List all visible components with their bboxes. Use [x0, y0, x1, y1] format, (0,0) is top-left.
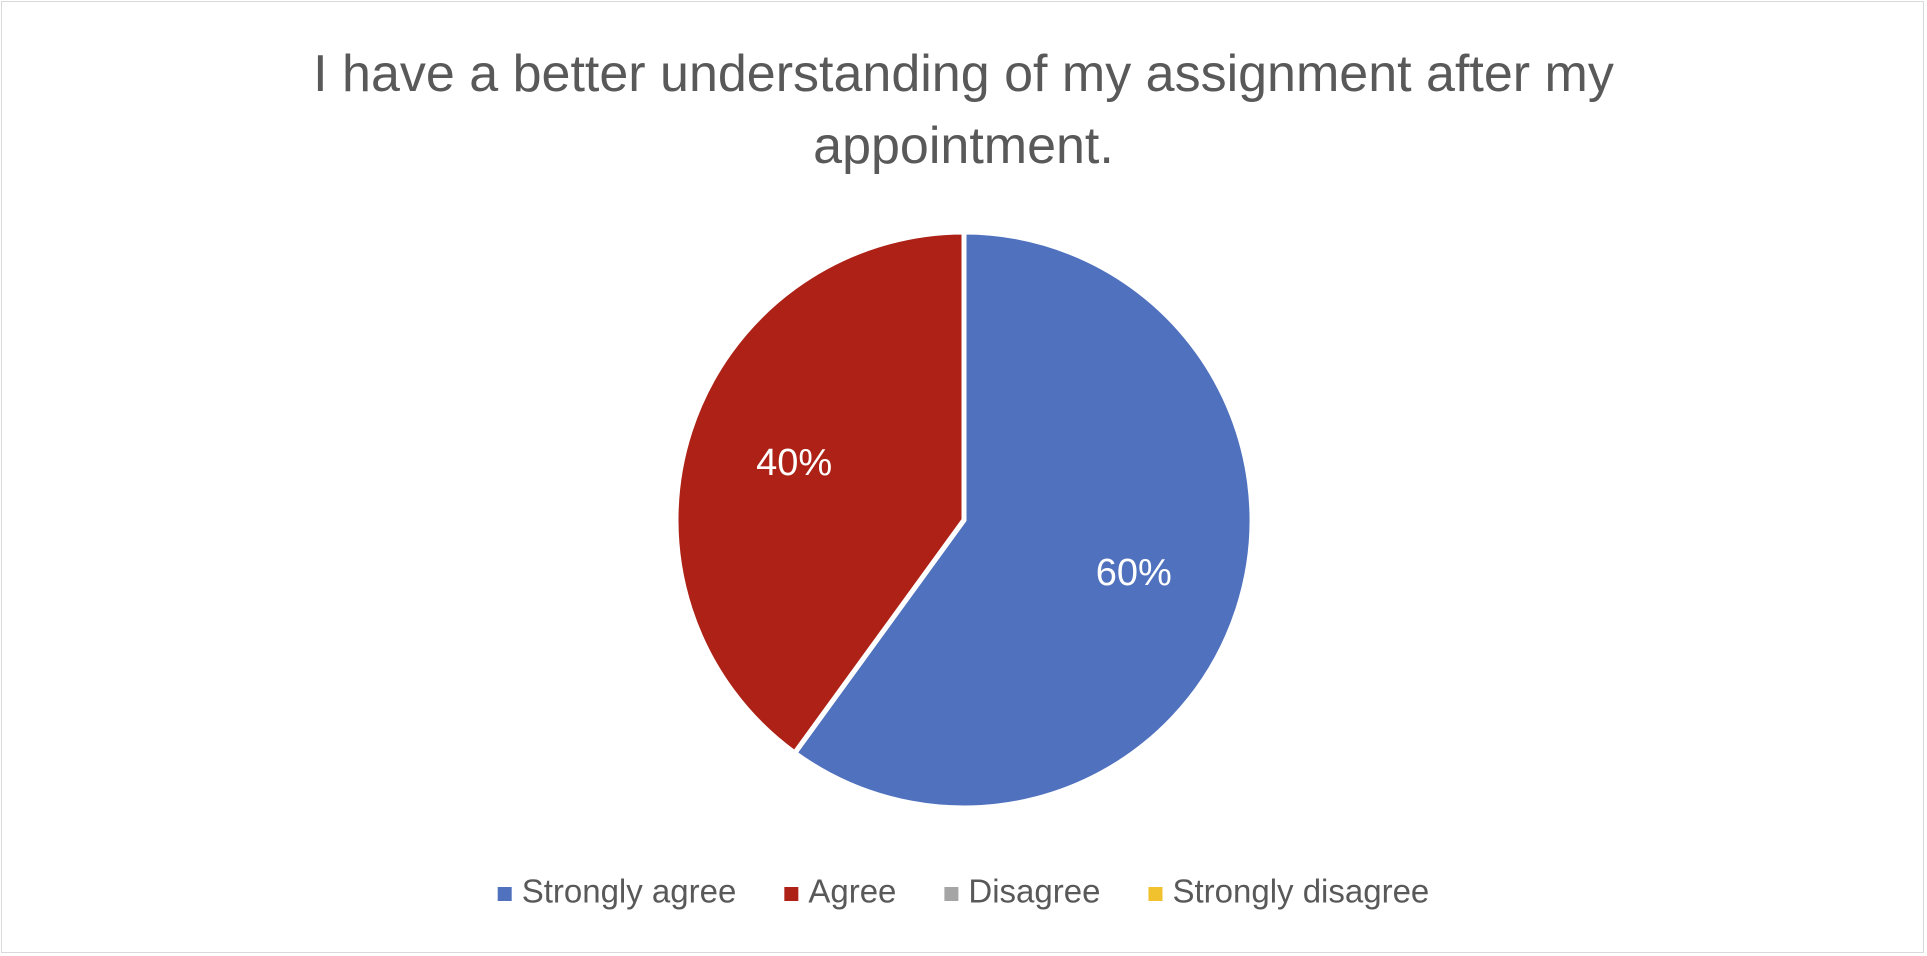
legend-swatch	[497, 887, 512, 901]
pie-slice	[673, 229, 967, 756]
legend-swatch	[944, 887, 959, 901]
data-label: 40%	[756, 442, 832, 484]
legend-label: Disagree	[968, 873, 1100, 910]
pie-slice	[792, 229, 1255, 811]
legend-label: Agree	[808, 873, 896, 910]
legend-label: Strongly disagree	[1172, 873, 1429, 910]
legend: Strongly agree Agree Disagree Strongly disa…	[497, 873, 1429, 910]
data-label: 60%	[1096, 552, 1172, 594]
legend-swatch	[1148, 887, 1163, 901]
chart-title: I have a better understanding of my assi…	[313, 45, 1614, 175]
legend-label: Strongly agree	[522, 873, 737, 910]
legend-swatch	[784, 887, 799, 901]
